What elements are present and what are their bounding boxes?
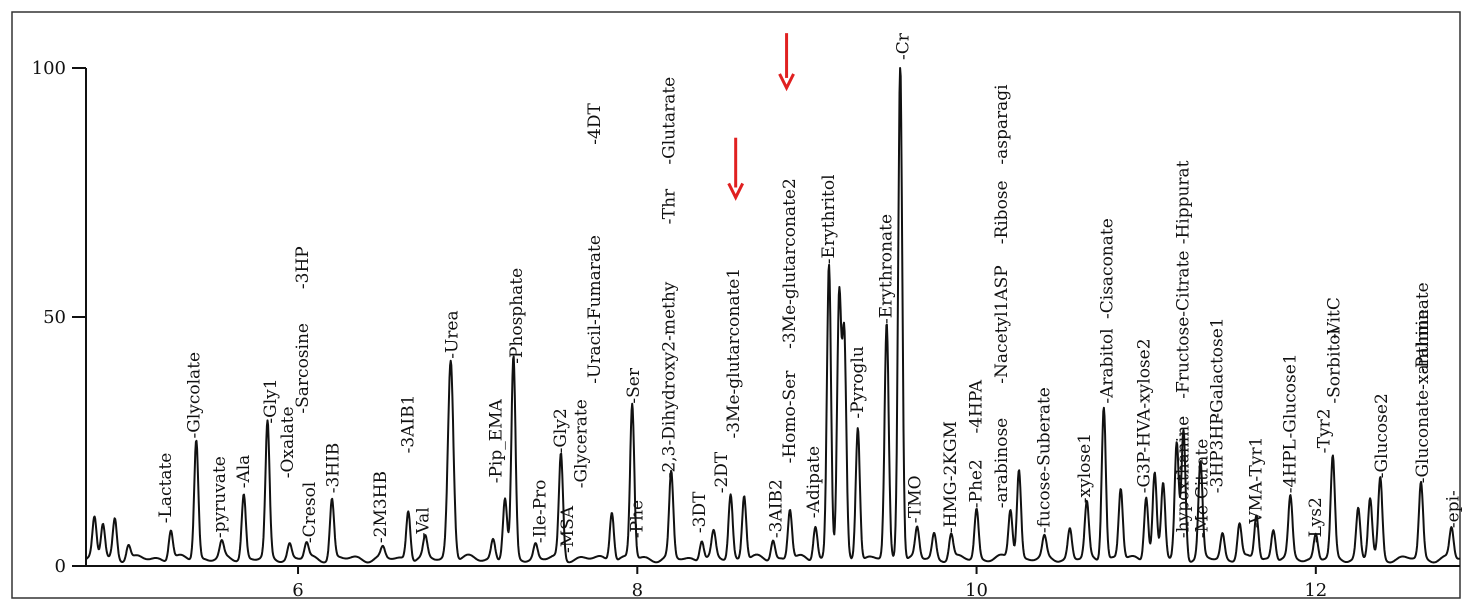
peak-label: -hypoxthanine (1174, 416, 1194, 538)
peak-label: -Glutarate (660, 77, 680, 165)
x-tick-label: 10 (965, 580, 988, 601)
peak-label: -Cisaconate (1097, 218, 1117, 319)
peak-label: -Phe2 (967, 459, 987, 508)
highlight-arrows (727, 33, 795, 201)
peak-label: -Arabitol (1097, 328, 1117, 403)
peak-label: -3HP3HP (1208, 413, 1228, 493)
peak-label: -4HPL (1281, 439, 1301, 493)
peak-label: -Cr (894, 32, 914, 60)
peak-label: -3Me-glutarconate1 (724, 268, 744, 439)
peak-label: -pyruvate (210, 456, 230, 538)
peak-label: -Sarcosine (293, 323, 313, 414)
peak-label: -Palminate (1413, 282, 1433, 374)
peak-label: -xylose1 (1075, 433, 1095, 503)
peak-label: -Homo-Ser (780, 370, 800, 464)
peak-label: -VMA-Tyr1 (1247, 437, 1267, 529)
peak-label: -2,3-Dihydroxy2-methy (660, 281, 680, 478)
peak-label: -Tyr2 (1314, 408, 1334, 453)
peak-label: -Gly1 (261, 378, 281, 423)
peak-label: -epi- (1443, 490, 1463, 528)
peak-label: -Glucose1 (1281, 353, 1301, 438)
peak-label: -3AIB1 (398, 395, 418, 454)
peak-label: -Thr (660, 188, 680, 224)
peak-label: -4HPA (967, 379, 987, 433)
y-tick-label: 0 (55, 556, 66, 577)
peak-label: -Oxalate (278, 406, 298, 478)
peak-label: -Lys2 (1306, 497, 1326, 543)
peak-label: -3HP (293, 246, 313, 289)
peak-label: -Ser (624, 367, 644, 403)
peak-label: -VitC (1325, 297, 1345, 339)
peak-label: -Galactose1 (1208, 317, 1228, 418)
peak-label: -Pyroglu (848, 346, 868, 418)
peak-label: -Phe (627, 500, 647, 538)
peak-label: -Pip_EMA (487, 398, 507, 483)
peak-label: -Glycerate (571, 399, 591, 488)
axes: 0 50 100 6 8 10 12 (32, 58, 1460, 601)
x-tick-label: 8 (632, 580, 643, 601)
peak-labels: -Lactate -Glycolate-pyruvate -Ala -Gly1-Oxa… (156, 32, 1464, 553)
peak-label: -Phosphate (507, 268, 527, 364)
peak-label: -Ala (234, 455, 254, 489)
peak-label: -Sorbitol (1325, 329, 1345, 404)
peak-label: -4DT (585, 103, 605, 145)
trace-layer (85, 67, 1461, 564)
peak-label: -HMG-2KGM (941, 421, 961, 533)
peak-label: -3DT (690, 491, 710, 533)
peak-label: -Glucose2 (1372, 393, 1392, 478)
peak-label: -Hippurat (1174, 160, 1194, 244)
peak-label: -G3P-HVA-xylose2 (1135, 338, 1155, 493)
peak-label: -Adipate (804, 446, 824, 518)
peak-label: -arabinose (992, 418, 1012, 508)
peak-label: -Fructose-Citrate (1174, 251, 1194, 399)
peak-label: -Urea (443, 310, 463, 358)
peak-label: -Cresol (300, 482, 320, 543)
peak-label: -Gly2 (551, 408, 571, 453)
peak-label: -TMO (906, 475, 926, 523)
peak-label: -asparagi (992, 84, 1012, 165)
red-arrow-icon (778, 33, 795, 92)
peak-label: -3AIB2 (767, 479, 787, 538)
peak-label: -Me-Citrate (1192, 439, 1212, 538)
peak-label: -Erythronate (877, 214, 897, 324)
plot-frame (11, 11, 1461, 599)
y-tick-label: 100 (32, 58, 66, 79)
red-arrow-icon (727, 137, 745, 201)
x-tick-label: 12 (1304, 580, 1327, 601)
peak-label: -3HIB (324, 443, 344, 494)
chromatogram-trace (85, 67, 1461, 564)
peak-label: -Gluconate-xanthine (1413, 309, 1433, 483)
peak-label: -Erythritol (819, 174, 839, 264)
peak-label: -Glycolate (185, 352, 205, 439)
peak-label: -3Me-glutarconate2 (780, 178, 800, 349)
y-tick-label: 50 (43, 307, 66, 328)
x-tick-label: 6 (292, 580, 303, 601)
peak-label: -Uracil-Fumarate (585, 235, 605, 384)
peak-label: -2M3HB (371, 471, 391, 543)
peak-label: -Val (414, 507, 434, 538)
peak-label: -Nacetyl1ASP (992, 265, 1012, 383)
peak-label: -2DT (712, 451, 732, 493)
peak-label: -Ribose (992, 180, 1012, 244)
peak-label: -Lactate (156, 453, 176, 524)
peak-label: -MSA (558, 505, 578, 553)
peak-label: -fucose-Suberate (1035, 387, 1055, 533)
peak-label: -Ile-Pro (531, 480, 551, 544)
